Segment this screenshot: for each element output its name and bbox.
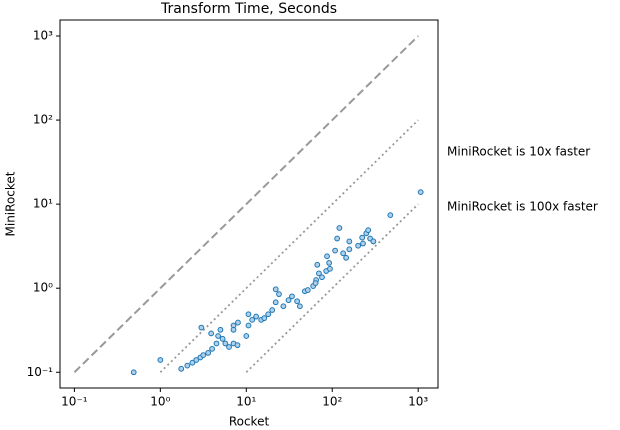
point [230, 326, 237, 333]
y-tick-label: 10⁰ [33, 281, 53, 295]
point [272, 286, 279, 293]
point [215, 333, 222, 339]
point [346, 238, 353, 245]
x-tick-label: 10⁰ [150, 395, 170, 409]
reference-line [159, 119, 419, 373]
point [235, 319, 241, 326]
point [326, 259, 333, 266]
y-axis-label: MiniRocket [4, 171, 18, 236]
x-tick-label: 10³ [408, 395, 428, 409]
point [205, 349, 212, 356]
point [340, 250, 347, 257]
point [219, 335, 226, 342]
annotation: MiniRocket is 10x faster [447, 145, 590, 159]
point [312, 280, 319, 287]
y-tick-label: 10⁻¹ [27, 365, 54, 379]
x-tick-label: 10¹ [236, 395, 256, 409]
x-tick-label: 10⁻¹ [61, 395, 88, 409]
point [280, 303, 287, 310]
point [285, 297, 292, 304]
point [346, 246, 353, 253]
reference-line [245, 203, 419, 373]
point [324, 253, 330, 260]
point [294, 298, 300, 305]
point [276, 291, 282, 298]
annotation: MiniRocket is 100x faster [447, 200, 598, 214]
point [213, 340, 220, 347]
point [304, 287, 311, 293]
point [343, 254, 350, 261]
plot-frame [59, 19, 439, 389]
y-tick-label: 10² [33, 113, 53, 127]
point [198, 324, 205, 331]
point [208, 330, 215, 337]
point [209, 345, 215, 352]
point [314, 261, 321, 268]
point [178, 365, 185, 372]
point [222, 340, 229, 347]
point [289, 293, 295, 300]
point [226, 344, 232, 350]
point [316, 270, 322, 277]
point [245, 322, 252, 329]
point [184, 362, 191, 369]
point [296, 303, 303, 310]
chart-title: Transform Time, Seconds [160, 1, 337, 17]
point [365, 227, 372, 234]
point [261, 315, 268, 322]
reference-line [73, 35, 419, 373]
x-axis-label: Rocket [229, 415, 270, 429]
point [360, 240, 366, 247]
point [200, 352, 207, 359]
point [249, 316, 256, 323]
point [336, 225, 343, 231]
point [243, 333, 250, 339]
point [334, 235, 341, 242]
y-tick-label: 10¹ [33, 197, 53, 211]
point [327, 265, 333, 272]
point [359, 234, 366, 241]
x-tick-label: 10² [322, 395, 342, 409]
point [332, 247, 339, 254]
point [253, 313, 259, 320]
point [234, 342, 241, 349]
point [269, 307, 276, 313]
point [355, 242, 362, 249]
point [265, 311, 272, 318]
point [245, 311, 252, 318]
y-tick-label: 10³ [33, 29, 53, 43]
point [217, 326, 224, 333]
point [319, 274, 325, 281]
point [189, 359, 196, 366]
point [157, 357, 164, 363]
point [272, 299, 279, 306]
point [370, 238, 377, 245]
point [130, 369, 137, 376]
point [193, 357, 200, 363]
point [417, 189, 424, 196]
point [387, 212, 394, 219]
